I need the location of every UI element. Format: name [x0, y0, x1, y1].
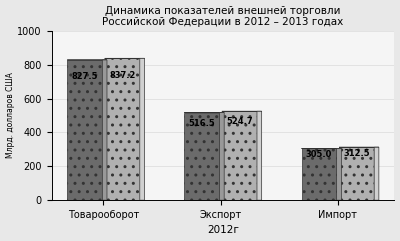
Polygon shape: [140, 58, 144, 200]
Title: Динамика показателей внешней торговли
Российской Федерации в 2012 – 2013 годах: Динамика показателей внешней торговли Ро…: [102, 6, 344, 27]
Polygon shape: [337, 148, 341, 200]
Polygon shape: [67, 200, 144, 202]
Polygon shape: [184, 200, 262, 202]
FancyBboxPatch shape: [222, 111, 257, 200]
Polygon shape: [374, 147, 379, 200]
Polygon shape: [302, 200, 379, 202]
FancyBboxPatch shape: [339, 147, 374, 200]
Polygon shape: [102, 60, 107, 200]
Text: 312.5: 312.5: [343, 149, 370, 158]
Y-axis label: Млрд. долларов США: Млрд. долларов США: [6, 73, 14, 158]
Polygon shape: [220, 113, 224, 200]
Polygon shape: [257, 111, 262, 200]
Text: 305.0: 305.0: [306, 150, 332, 159]
FancyBboxPatch shape: [184, 113, 220, 200]
Text: 837.2: 837.2: [109, 71, 136, 80]
Text: 524.7: 524.7: [226, 117, 253, 127]
Text: 827.5: 827.5: [72, 72, 98, 81]
FancyBboxPatch shape: [67, 60, 102, 200]
FancyBboxPatch shape: [302, 148, 337, 200]
X-axis label: 2012г: 2012г: [207, 225, 239, 235]
Text: 516.5: 516.5: [188, 119, 215, 128]
FancyBboxPatch shape: [105, 58, 140, 200]
